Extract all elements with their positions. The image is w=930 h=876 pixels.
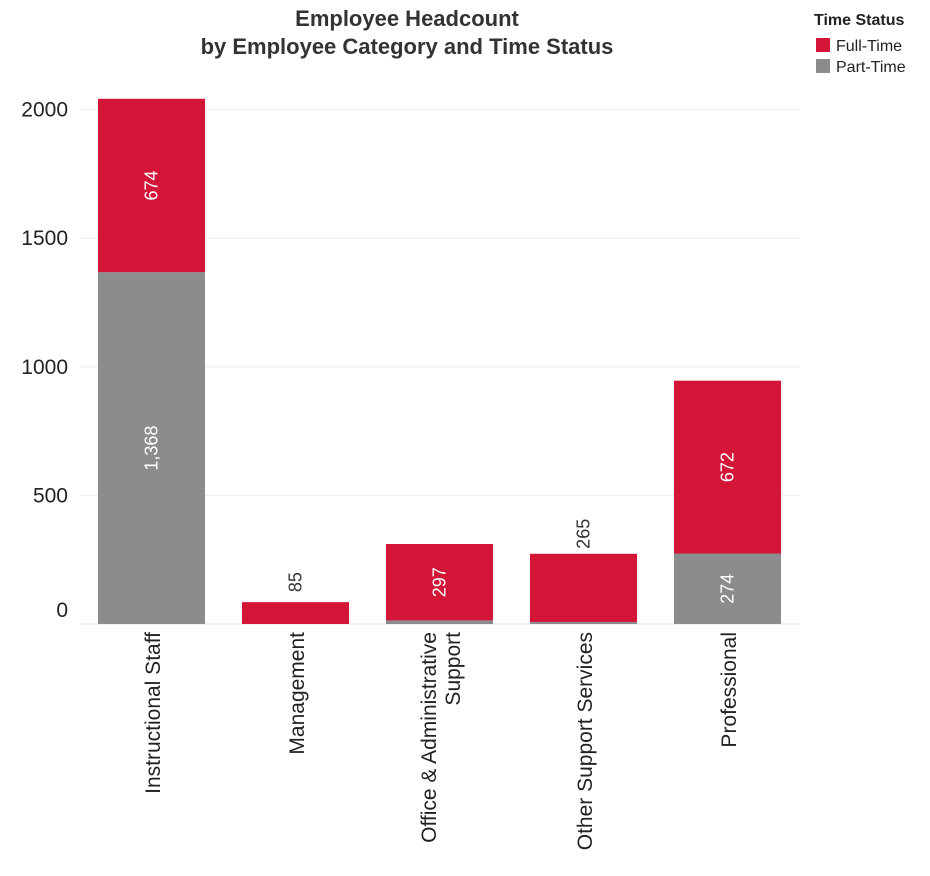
bar-segment [242, 602, 349, 624]
chart-title-line: by Employee Category and Time Status [201, 34, 614, 59]
category-label: Office & AdministrativeSupport [418, 632, 465, 843]
category-label: Instructional Staff [142, 632, 165, 794]
category-label-line: Support [442, 632, 465, 706]
legend-item-label: Part-Time [836, 59, 906, 76]
data-label: 1,368 [142, 426, 162, 471]
bar-segment [386, 620, 493, 624]
category-label: Management [286, 632, 309, 755]
data-label: 265 [574, 519, 594, 549]
data-label: 274 [718, 574, 738, 604]
chart-title-line: Employee Headcount [295, 6, 519, 31]
category-label-line: Other Support Services [574, 632, 597, 850]
legend[interactable]: Time Status Full-Time Part-Time [814, 12, 906, 76]
y-tick-label: 500 [33, 484, 68, 507]
chart-title: Employee Headcount by Employee Category a… [201, 6, 614, 59]
category-label: Other Support Services [574, 632, 597, 850]
bar-segment [98, 272, 205, 624]
x-axis-categories: Instructional Staff Management Office & Ad… [142, 632, 741, 850]
legend-title: Time Status [814, 12, 905, 29]
category-label-line: Office & Administrative [418, 632, 441, 843]
y-tick-label: 1500 [21, 227, 68, 250]
bar-segment [674, 553, 781, 624]
y-axis-ticks: 0 500 1000 1500 2000 [21, 99, 68, 622]
data-label: 85 [286, 572, 306, 592]
category-label-line: Professional [718, 632, 741, 748]
bar-segment [530, 553, 637, 622]
y-tick-label: 0 [56, 599, 68, 622]
data-label: 674 [142, 170, 162, 200]
bar-segment [530, 621, 637, 624]
legend-item-label: Full-Time [836, 38, 902, 55]
y-tick-label: 1000 [21, 356, 68, 379]
legend-swatch [816, 59, 830, 73]
bar-segment [386, 544, 493, 621]
data-label: 672 [718, 452, 738, 482]
category-label: Professional [718, 632, 741, 748]
legend-swatch [816, 38, 830, 52]
bar-segment [674, 380, 781, 554]
y-tick-label: 2000 [21, 99, 68, 122]
category-label-line: Instructional Staff [142, 632, 165, 794]
bar-segment [98, 98, 205, 273]
data-label: 297 [430, 567, 450, 597]
bars: 1,368 274 674 85 297 265 672 [98, 98, 781, 624]
category-label-line: Management [286, 632, 309, 755]
